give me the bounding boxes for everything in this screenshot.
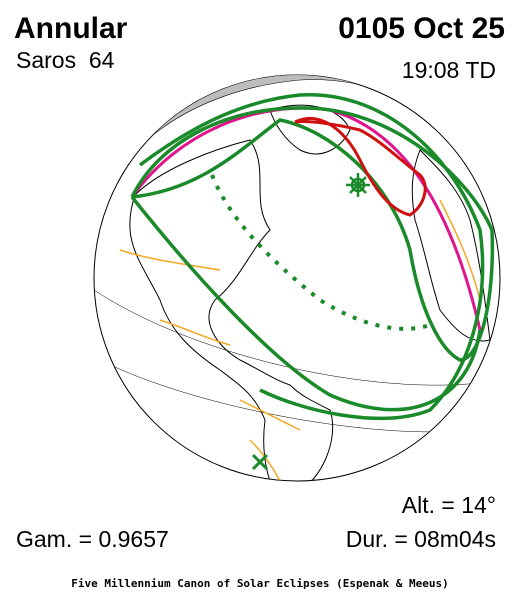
penumbra-outer (138, 93, 485, 421)
penumbra-south-limit (130, 195, 482, 412)
gamma: Gam. = 0.9657 (16, 526, 169, 552)
eclipse-type: Annular (14, 12, 128, 45)
altitude: Alt. = 14° (402, 492, 496, 518)
time: 19:08 TD (402, 57, 496, 83)
eclipse-date: 0105 Oct 25 (338, 12, 505, 45)
eclipse-at-sunset (294, 116, 427, 217)
globe-content (94, 75, 500, 481)
greenland (269, 104, 351, 155)
footer: Five Millennium Canon of Solar Eclipses … (71, 577, 449, 590)
americas-coast (134, 139, 334, 481)
saros: Saros 64 (16, 47, 115, 73)
subsolar-marker (251, 453, 269, 471)
greatest-eclipse-marker (346, 173, 370, 197)
borders (119, 119, 496, 481)
americas-west-coast (129, 194, 286, 481)
duration: Dur. = 08m04s (346, 526, 496, 552)
globe (93, 74, 501, 482)
